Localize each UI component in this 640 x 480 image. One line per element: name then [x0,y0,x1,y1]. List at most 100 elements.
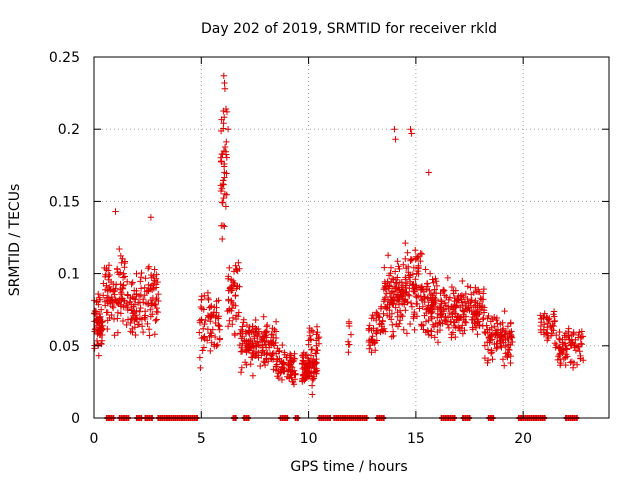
data-point [452,287,459,294]
data-point [113,299,120,306]
data-point [117,252,124,260]
data-point [455,323,462,331]
data-point [208,339,215,346]
data-point [482,329,489,337]
data-point [304,365,311,372]
data-point [255,325,262,333]
data-point [204,337,211,344]
data-point [201,292,208,299]
data-point [299,351,307,359]
data-point [448,331,455,338]
chart-title: Day 202 of 2019, SRMTID for receiver rkl… [201,21,497,37]
data-point [410,280,417,288]
data-point [392,291,400,299]
data-point [448,311,456,318]
data-point [269,325,276,332]
data-point [272,328,280,335]
data-point [129,329,136,336]
data-point [315,340,323,347]
data-point [438,300,445,307]
data-point [112,285,119,292]
data-point [483,322,490,329]
data-point [220,120,227,127]
data-point [456,314,464,322]
data-point [308,375,316,382]
data-point [396,320,403,327]
data-point [460,294,467,301]
data-point [478,296,486,303]
data-point [402,289,410,297]
data-point [424,294,431,301]
data-point [257,362,264,370]
data-point [137,304,144,312]
data-point [117,310,125,317]
data-point [506,346,513,354]
data-point [565,325,572,332]
data-point [255,354,262,361]
data-point [373,316,380,324]
data-point [244,342,251,350]
data-point [372,328,380,336]
data-point [136,308,143,315]
data-point [497,321,504,328]
data-point [416,305,423,312]
data-point [200,334,207,341]
data-point [502,350,509,357]
data-point [366,345,373,352]
data-point [235,309,242,316]
data-point [148,282,156,289]
data-point [137,285,145,292]
data-point [400,261,407,268]
x-tick-label: 10 [300,431,318,447]
data-point [95,290,102,298]
data-point [222,105,230,113]
data-point [488,331,495,339]
data-point [217,127,225,135]
data-point [232,292,239,300]
data-point [306,360,313,367]
data-point [152,317,159,324]
data-point [500,325,507,332]
data-point [242,330,250,337]
data-point [292,370,299,377]
data-point [577,355,584,362]
data-point [445,324,453,332]
data-point [501,307,508,315]
data-point [95,294,103,301]
axis-ticks [93,56,609,419]
data-point [207,347,214,355]
data-point [576,348,583,355]
data-point [101,273,109,280]
data-point [395,301,403,308]
data-point [556,343,564,350]
data-point [480,285,488,293]
data-point [479,316,487,323]
data-point [226,264,233,272]
data-point [427,290,435,298]
data-point [246,323,253,331]
data-point [263,329,270,336]
data-point [552,344,559,351]
data-point [439,320,446,327]
data-point [387,264,395,271]
grid-lines [94,57,609,418]
data-point [476,300,484,308]
data-point [224,126,232,133]
data-point [345,341,352,348]
data-point [484,338,491,346]
data-point [481,354,489,362]
data-point [381,264,388,271]
data-point [551,318,558,325]
data-point [200,325,207,332]
data-point [241,359,249,366]
data-point [309,391,316,398]
data-point [413,294,420,301]
data-point [391,126,398,133]
data-point [146,332,153,339]
data-point [259,347,267,354]
data-point [273,363,281,370]
data-point [402,255,409,263]
data-point [396,286,403,293]
y-tick-label: 0.2 [58,122,80,138]
data-point [373,309,380,316]
